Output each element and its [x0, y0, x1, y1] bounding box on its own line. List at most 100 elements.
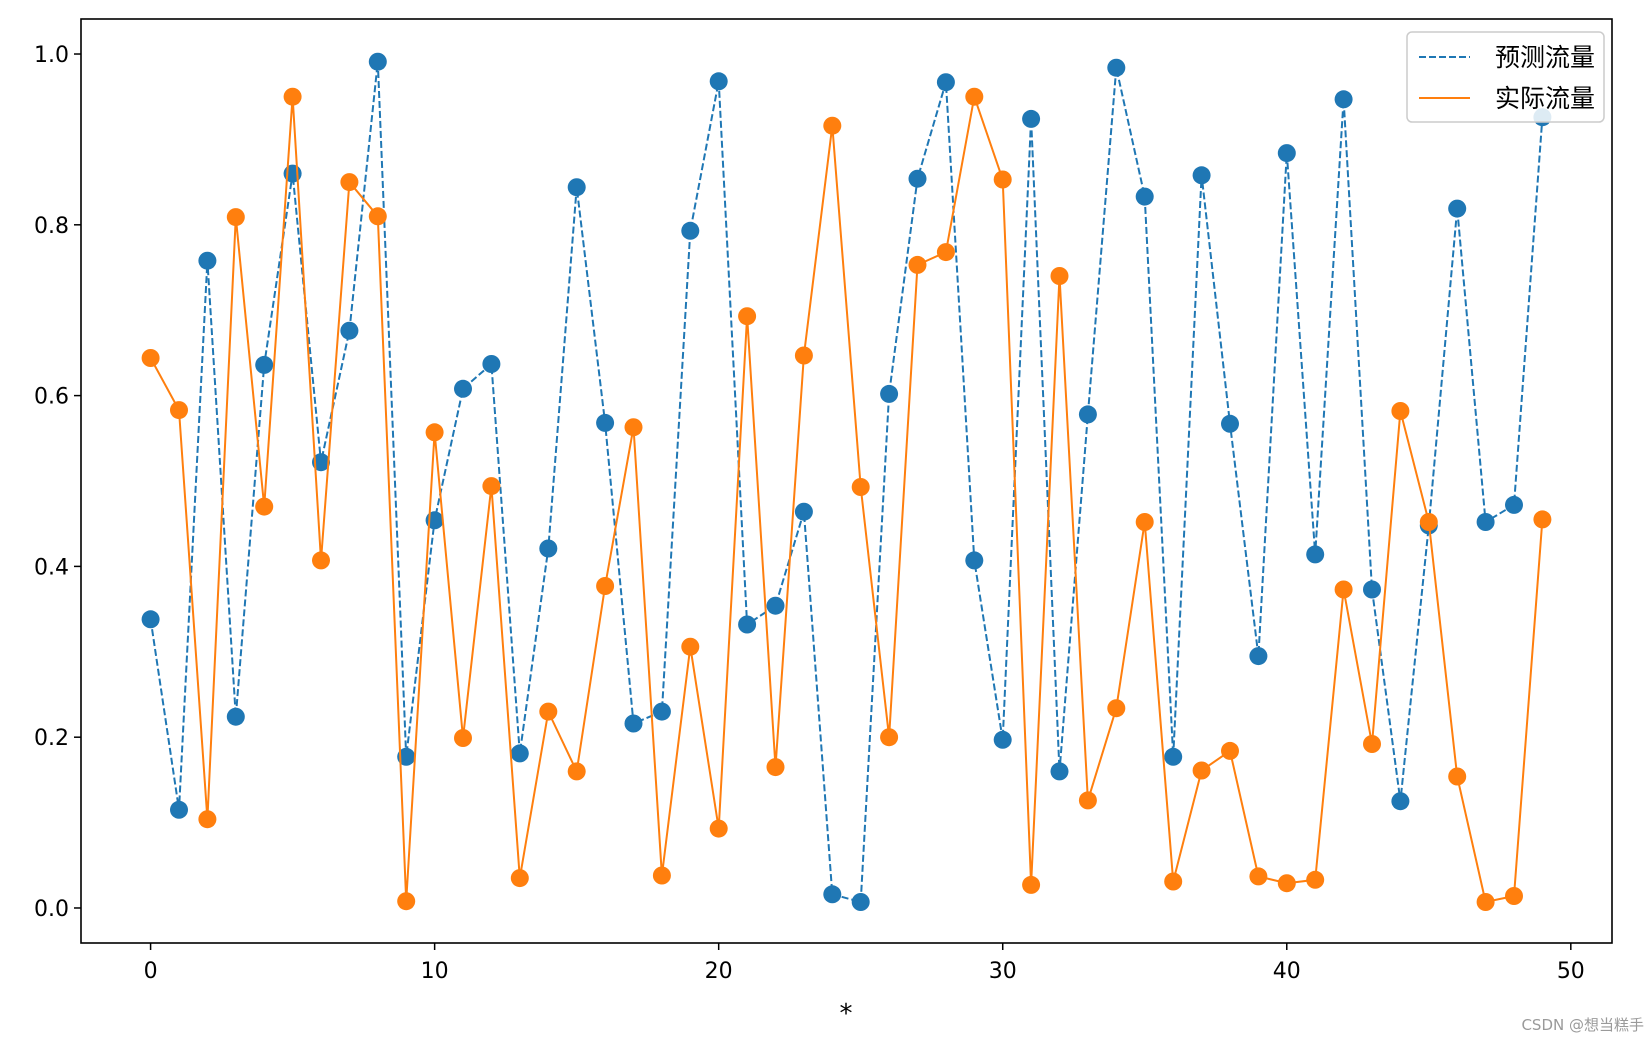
- data-point-predicted: [851, 893, 870, 911]
- data-point-actual: [1050, 267, 1069, 285]
- data-point-predicted: [198, 251, 217, 270]
- x-axis-label: *: [840, 999, 853, 1029]
- data-point-actual: [226, 208, 245, 227]
- data-point-predicted: [510, 744, 529, 763]
- data-point-predicted: [1107, 58, 1126, 77]
- data-point-actual: [567, 762, 586, 781]
- data-point-predicted: [908, 169, 927, 188]
- data-point-actual: [482, 477, 501, 496]
- data-point-predicted: [936, 73, 955, 92]
- data-point-predicted: [1192, 166, 1211, 185]
- data-point-predicted: [170, 800, 188, 819]
- data-point-predicted: [624, 714, 643, 733]
- data-point-predicted: [397, 747, 416, 766]
- data-point-predicted: [823, 885, 842, 904]
- data-point-actual: [1192, 761, 1211, 780]
- x-tick-label: 10: [421, 959, 449, 984]
- data-point-actual: [965, 87, 984, 106]
- data-point-actual: [1164, 872, 1183, 891]
- y-tick-label: 0.2: [34, 726, 69, 751]
- data-point-actual: [141, 349, 160, 367]
- data-point-actual: [1107, 699, 1126, 718]
- x-tick-label: 0: [144, 959, 158, 984]
- data-point-predicted: [596, 413, 615, 432]
- data-point-actual: [1078, 791, 1097, 810]
- data-point-predicted: [340, 321, 359, 340]
- data-point-predicted: [1050, 762, 1069, 781]
- data-point-actual: [425, 423, 444, 442]
- y-tick-label: 0.4: [34, 555, 69, 580]
- data-point-predicted: [1476, 513, 1495, 531]
- y-tick-label: 0.8: [34, 214, 69, 239]
- data-point-actual: [1448, 767, 1467, 786]
- data-point-predicted: [1391, 792, 1410, 811]
- data-point-predicted: [255, 355, 274, 374]
- x-axis-ticks: 0 10 20 30 40 50: [144, 943, 1585, 984]
- data-point-actual: [368, 207, 387, 226]
- data-point-predicted: [1334, 90, 1353, 109]
- data-point-predicted: [1164, 747, 1183, 766]
- data-point-predicted: [368, 52, 387, 71]
- data-point-predicted: [1135, 187, 1154, 206]
- legend: 预测流量 实际流量: [1406, 31, 1605, 123]
- data-point-actual: [1391, 402, 1410, 420]
- y-tick-label: 0.0: [34, 897, 69, 922]
- data-point-predicted: [993, 730, 1012, 749]
- data-point-actual: [198, 810, 217, 829]
- data-point-predicted: [1249, 647, 1268, 666]
- y-tick-label: 0.6: [34, 385, 69, 410]
- data-point-predicted: [226, 707, 245, 726]
- data-point-predicted: [312, 453, 330, 472]
- data-point-predicted: [794, 502, 813, 521]
- data-point-predicted: [539, 539, 558, 558]
- data-point-actual: [397, 892, 416, 911]
- data-point-predicted: [482, 355, 501, 373]
- data-point-actual: [1505, 887, 1523, 905]
- data-point-actual: [1277, 874, 1296, 893]
- watermark: CSDN @想当糕手: [1521, 1016, 1644, 1034]
- data-point-actual: [908, 255, 927, 274]
- legend-label-actual: 实际流量: [1495, 84, 1595, 113]
- plot-layer: [141, 52, 1552, 911]
- data-point-predicted: [709, 72, 728, 91]
- data-point-actual: [1334, 580, 1353, 599]
- data-point-predicted: [1078, 405, 1097, 424]
- data-point-actual: [255, 497, 274, 516]
- data-point-actual: [1221, 741, 1239, 760]
- plot-frame: [80, 18, 1613, 944]
- x-tick-label: 50: [1557, 959, 1585, 984]
- data-point-actual: [709, 819, 728, 838]
- data-point-actual: [283, 87, 302, 106]
- x-tick-label: 40: [1273, 959, 1301, 984]
- data-point-actual: [936, 243, 955, 262]
- data-point-predicted: [1448, 199, 1467, 218]
- x-tick-label: 30: [989, 959, 1017, 984]
- data-point-actual: [510, 869, 529, 888]
- data-point-actual: [681, 637, 700, 656]
- data-point-actual: [823, 116, 842, 135]
- data-point-actual: [1363, 735, 1381, 753]
- data-point-predicted: [567, 178, 586, 197]
- data-point-predicted: [1363, 580, 1381, 599]
- series-line-predicted: [149, 61, 1544, 904]
- data-point-actual: [1022, 875, 1041, 894]
- data-point-predicted: [141, 610, 160, 629]
- data-point-actual: [170, 401, 188, 420]
- data-point-actual: [596, 577, 615, 595]
- data-point-actual: [1476, 893, 1495, 911]
- data-point-actual: [1306, 870, 1325, 889]
- data-point-actual: [880, 728, 899, 747]
- data-point-actual: [312, 551, 330, 570]
- data-point-actual: [340, 173, 359, 192]
- data-point-predicted: [965, 551, 984, 570]
- data-point-predicted: [880, 384, 899, 403]
- data-point-actual: [454, 729, 472, 747]
- data-point-predicted: [454, 379, 472, 398]
- data-point-actual: [794, 346, 813, 365]
- data-point-predicted: [738, 615, 757, 634]
- data-point-actual: [1419, 513, 1438, 531]
- legend-box: [1406, 31, 1605, 123]
- x-tick-label: 20: [705, 959, 733, 984]
